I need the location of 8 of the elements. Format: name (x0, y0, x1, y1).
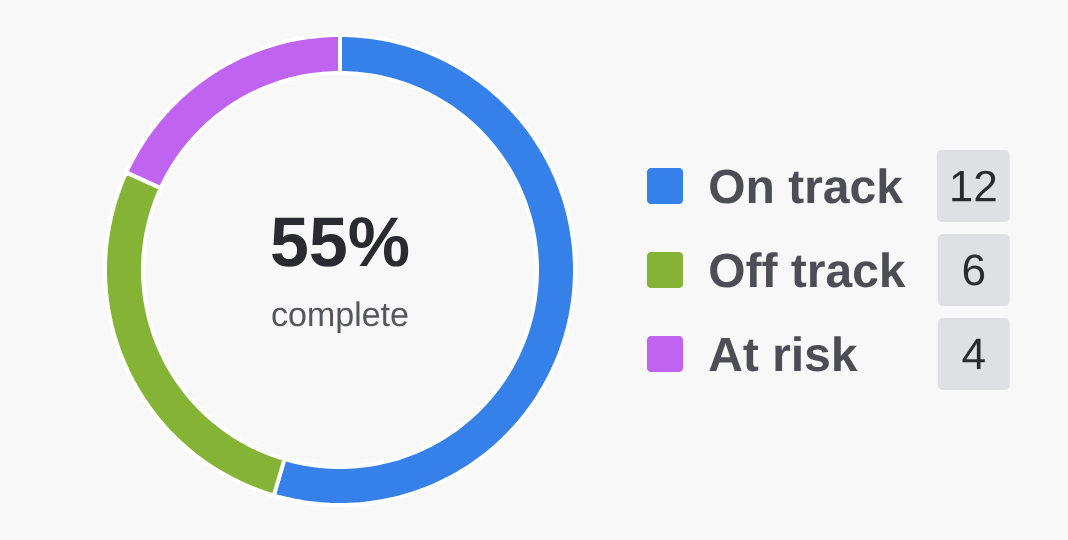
legend-label: Off track (710, 252, 906, 288)
text: 55% (272, 217, 409, 267)
legend-label: At risk (709, 336, 858, 372)
text: complete (272, 301, 408, 334)
data-label: 12 (952, 170, 996, 202)
data-label: 4 (962, 338, 985, 370)
data-label: 6 (963, 254, 985, 286)
legend-label: On track (710, 168, 903, 204)
